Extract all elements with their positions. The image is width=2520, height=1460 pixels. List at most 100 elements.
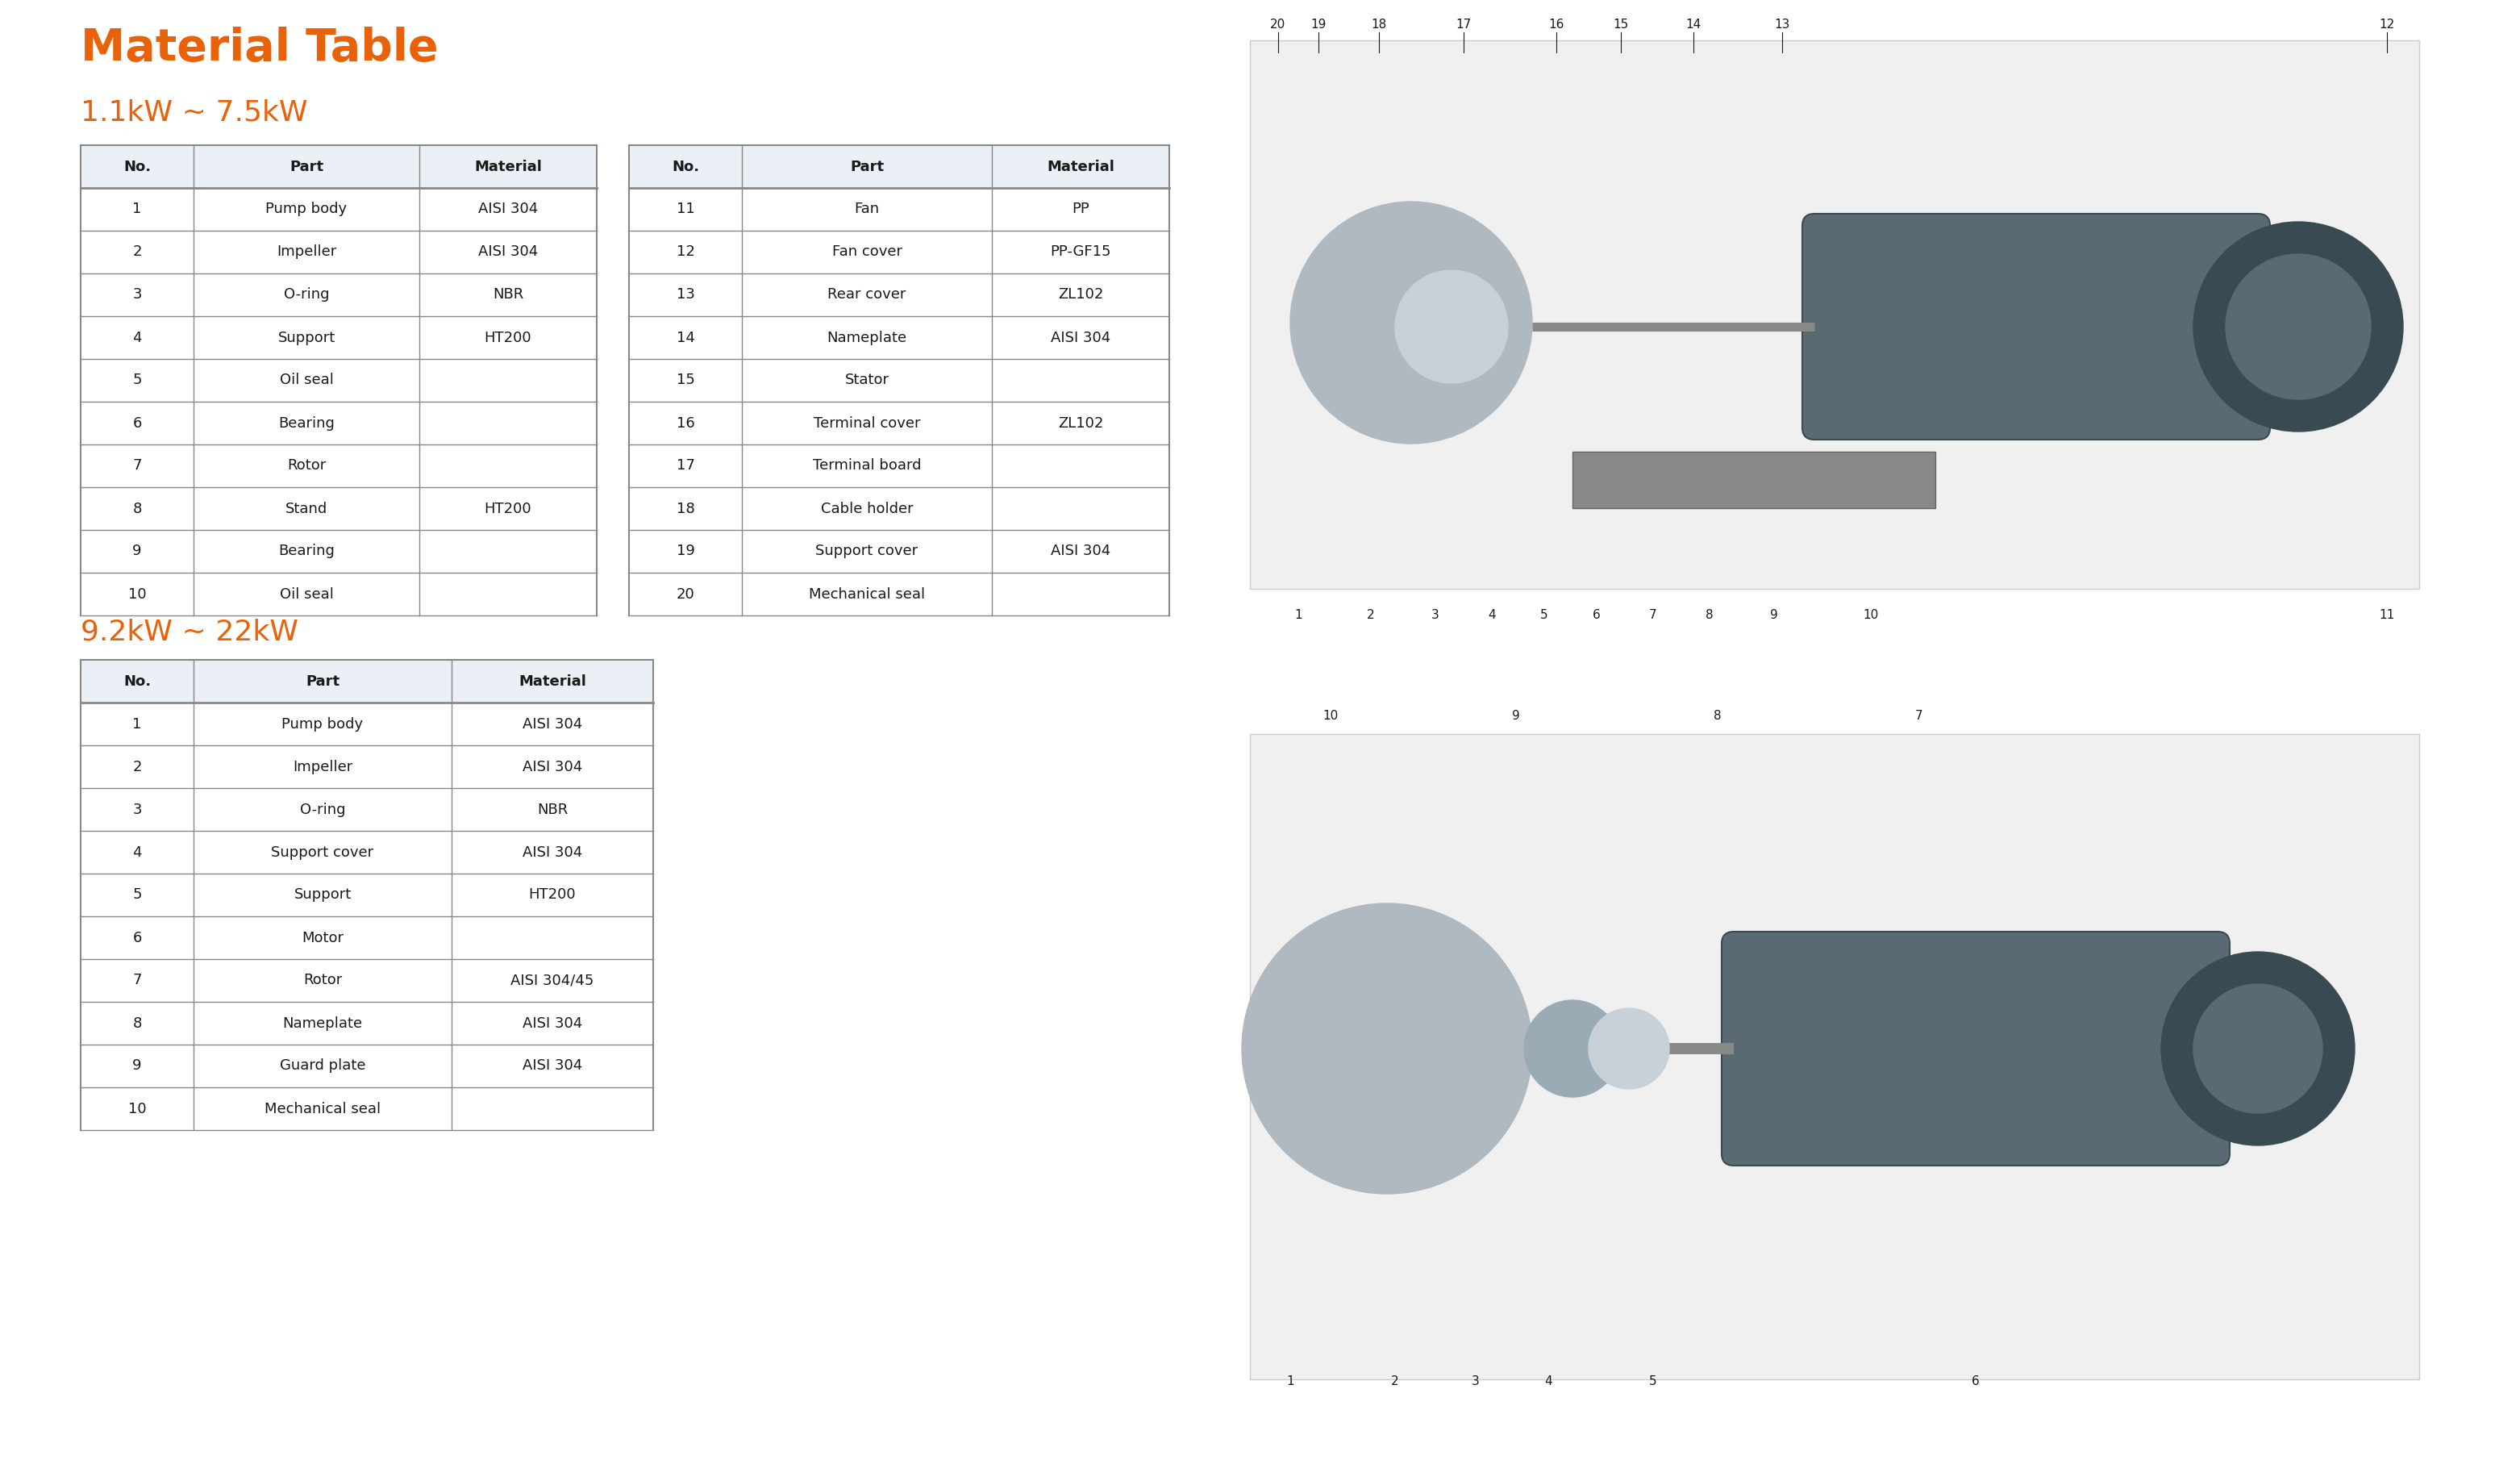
Text: Pump body: Pump body [265,201,348,216]
Text: O-ring: O-ring [300,802,345,816]
Text: 1.1kW ~ 7.5kW: 1.1kW ~ 7.5kW [81,99,307,127]
Text: 10: 10 [1862,609,1877,620]
Text: 6: 6 [134,416,141,431]
Text: 11: 11 [675,201,696,216]
FancyBboxPatch shape [1572,451,1935,508]
Text: 9: 9 [134,1058,141,1073]
Text: PP: PP [1071,201,1089,216]
Text: No.: No. [123,159,151,174]
Text: AISI 304/45: AISI 304/45 [512,974,595,988]
Text: 20: 20 [1270,19,1285,31]
Text: Part: Part [849,159,885,174]
Text: 15: 15 [675,374,696,387]
Text: Guard plate: Guard plate [280,1058,365,1073]
Text: Support cover: Support cover [816,545,917,559]
Text: Fan: Fan [854,201,879,216]
Text: Nameplate: Nameplate [827,330,907,345]
Text: Mechanical seal: Mechanical seal [265,1101,381,1115]
Circle shape [1588,1009,1668,1089]
Text: 1: 1 [1285,1375,1295,1387]
Text: 16: 16 [675,416,696,431]
Text: 3: 3 [134,802,141,816]
Text: 5: 5 [134,888,141,902]
Text: 14: 14 [1686,19,1701,31]
Circle shape [2162,952,2354,1146]
Text: Bearing: Bearing [277,545,335,559]
Text: 7: 7 [1915,710,1923,721]
Text: Nameplate: Nameplate [282,1016,363,1031]
Text: Bearing: Bearing [277,416,335,431]
Text: 11: 11 [2379,609,2394,620]
Text: PP-GF15: PP-GF15 [1051,245,1111,260]
Text: 4: 4 [1545,1375,1552,1387]
Text: Fan cover: Fan cover [832,245,902,260]
Text: AISI 304: AISI 304 [1051,330,1111,345]
Text: Support cover: Support cover [272,845,373,860]
Text: 10: 10 [129,1101,146,1115]
Text: O-ring: O-ring [285,288,330,302]
Circle shape [1290,201,1532,444]
Text: ZL102: ZL102 [1058,416,1104,431]
Text: 1: 1 [134,201,141,216]
Text: 6: 6 [1593,609,1600,620]
Text: Oil seal: Oil seal [280,587,333,602]
Text: 10: 10 [1323,710,1338,721]
Text: 13: 13 [1774,19,1789,31]
Text: 8: 8 [1706,609,1714,620]
Text: 4: 4 [134,330,141,345]
Text: AISI 304: AISI 304 [522,1016,582,1031]
Text: Cable holder: Cable holder [822,501,912,515]
Text: Stator: Stator [844,374,890,387]
Text: 9: 9 [1512,710,1520,721]
Text: 14: 14 [675,330,696,345]
Text: AISI 304: AISI 304 [522,717,582,731]
Text: Terminal board: Terminal board [811,458,922,473]
Text: 8: 8 [1714,710,1721,721]
Text: 5: 5 [1540,609,1547,620]
Text: Impeller: Impeller [292,759,353,774]
Text: 17: 17 [675,458,696,473]
Text: 6: 6 [1971,1375,1981,1387]
Text: 19: 19 [1310,19,1326,31]
Text: Pump body: Pump body [282,717,363,731]
Text: AISI 304: AISI 304 [479,201,537,216]
Text: 12: 12 [675,245,696,260]
Text: 10: 10 [129,587,146,602]
FancyBboxPatch shape [1250,41,2419,588]
Text: No.: No. [123,675,151,689]
Text: Impeller: Impeller [277,245,335,260]
Text: Rotor: Rotor [287,458,325,473]
Text: Support: Support [295,888,350,902]
Text: Material Table: Material Table [81,26,438,70]
Text: 2: 2 [1391,1375,1399,1387]
Text: No.: No. [673,159,698,174]
Text: Support: Support [277,330,335,345]
Text: 7: 7 [1648,609,1658,620]
Text: 2: 2 [134,245,141,260]
Text: HT200: HT200 [529,888,577,902]
FancyBboxPatch shape [1721,931,2230,1165]
Text: 9: 9 [1769,609,1779,620]
Text: Part: Part [305,675,340,689]
Text: Terminal cover: Terminal cover [814,416,920,431]
Text: 17: 17 [1457,19,1472,31]
Text: AISI 304: AISI 304 [479,245,537,260]
Text: 1: 1 [1295,609,1303,620]
Text: 3: 3 [134,288,141,302]
Text: 9.2kW ~ 22kW: 9.2kW ~ 22kW [81,618,297,645]
Text: AISI 304: AISI 304 [522,759,582,774]
Text: 3: 3 [1472,1375,1479,1387]
Text: Material: Material [519,675,587,689]
Text: Material: Material [474,159,542,174]
Text: 4: 4 [134,845,141,860]
Circle shape [1525,1000,1620,1096]
Text: 8: 8 [134,501,141,515]
Text: 4: 4 [1487,609,1497,620]
Text: 18: 18 [1371,19,1386,31]
Text: 5: 5 [134,374,141,387]
Circle shape [1242,904,1532,1194]
Circle shape [2192,222,2404,432]
Circle shape [2225,254,2371,399]
Text: 2: 2 [1366,609,1376,620]
Text: HT200: HT200 [484,330,532,345]
